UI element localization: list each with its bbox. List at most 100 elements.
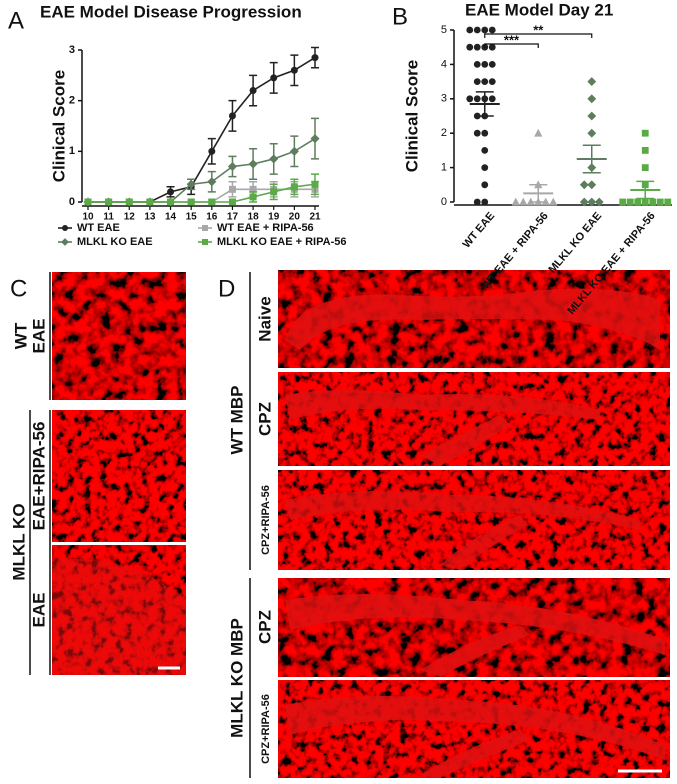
tissue-region [285,696,665,778]
data-point [249,185,257,193]
group-label: MLKL KO [9,503,28,580]
data-point [549,197,558,206]
data-point [488,95,496,103]
data-point [587,180,597,190]
data-point [594,197,604,207]
y-tick-label: 0 [69,196,75,208]
legend-marker [202,239,208,245]
tissue-region [285,491,640,570]
legend-marker [202,225,208,231]
legend-marker [62,225,68,231]
data-point [84,198,92,206]
data-point [579,180,589,190]
row-label: EAE [29,319,48,354]
data-point [587,77,597,87]
error-bar [475,91,494,117]
chart-title: EAE Model Disease Progression [40,2,302,21]
data-point [310,134,320,144]
y-axis-label: Clinical Score [49,70,68,182]
panel-label: C [10,275,27,302]
error-bar [529,184,548,203]
data-point [228,198,236,206]
data-point [208,147,216,155]
data-point [587,94,597,104]
micrograph [278,372,670,466]
data-point [641,198,649,206]
row-label: EAE [29,593,48,628]
chart-title: EAE Model Day 21 [465,0,613,19]
group-label: WT [11,322,30,349]
y-tick-label: 2 [441,127,447,139]
data-point [207,177,217,187]
data-point [488,78,496,85]
micrograph [52,410,186,542]
y-tick-label: 3 [441,93,447,105]
data-point [290,66,298,74]
row-label: Naive [255,296,274,341]
row-label: CPZ [255,402,274,436]
data-point [311,180,319,188]
y-tick-label: 0 [441,196,447,208]
row-label: CPZ [255,610,274,644]
data-point [481,181,489,189]
data-point [473,95,481,103]
data-point [228,185,236,193]
row-label: CPZ+RIPA-56 [260,694,272,764]
data-point [249,87,257,95]
x-tick-label: 11 [103,212,114,223]
data-point [466,43,474,51]
panel-label: B [392,3,408,30]
data-point [634,198,642,206]
tissue-region [285,390,600,466]
data-point [488,43,496,51]
significance-bracket [484,43,539,48]
data-point [473,198,481,206]
data-point [579,197,589,207]
significance-label: ** [533,22,544,37]
data-point [473,61,481,68]
data-point [270,188,278,196]
data-point [473,43,481,51]
error-bar [636,180,655,200]
x-tick-label: 16 [206,212,218,223]
x-tick-label: 21 [309,212,321,223]
data-point [466,26,474,34]
data-point [481,129,489,137]
data-point [125,198,133,206]
data-point [473,78,481,85]
panel-label: D [218,275,235,302]
legend-label: MLKL KO EAE + RIPA-56 [217,236,346,248]
data-point [481,198,489,206]
data-point [311,54,319,62]
data-point [481,164,489,172]
group-label: WT MBP [227,386,246,455]
data-point [481,26,489,34]
data-point [167,188,175,196]
data-point [146,198,154,206]
x-tick-label: WT EAE [461,210,498,250]
x-tick-label: MLKL KO EAE [547,210,605,276]
data-point [105,198,113,206]
group-label: MLKL KO MBP [227,618,246,738]
data-point [534,128,543,137]
x-tick-label: 20 [289,212,301,223]
data-point [519,197,528,206]
significance-bracket [484,33,593,38]
data-point [473,26,481,34]
x-tick-label: 10 [82,212,94,223]
data-point [587,128,597,138]
data-point [187,198,195,206]
data-point [249,193,257,201]
series-line [88,183,316,203]
data-point [466,95,474,103]
row-label: EAE+RIPA-56 [29,422,48,531]
data-point [290,183,298,191]
data-point [619,198,627,206]
panel-label: A [8,7,24,34]
data-point [481,147,489,154]
legend-label: WT EAE + RIPA-56 [217,222,314,234]
data-point [227,161,238,172]
y-tick-label: 4 [441,58,447,70]
data-point [248,159,258,169]
